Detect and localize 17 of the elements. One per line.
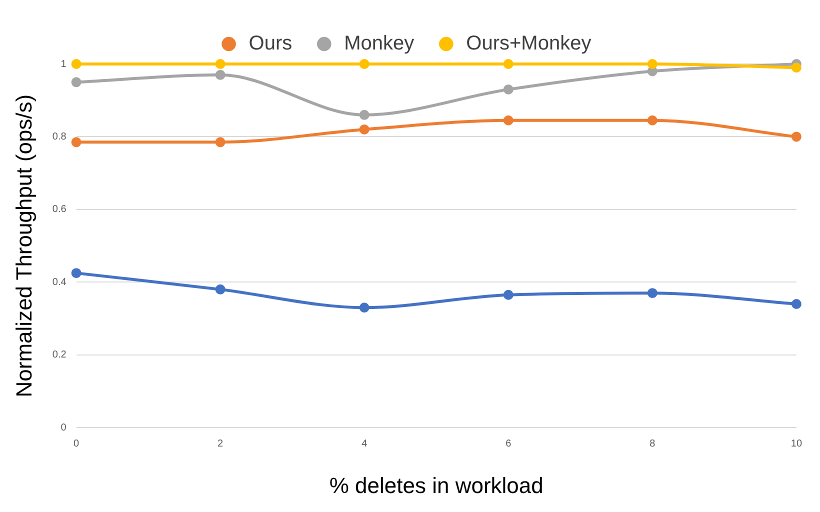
y-tick-label: 0.6 xyxy=(52,204,67,216)
y-tick-label: 0.8 xyxy=(52,131,67,142)
y-axis-title: Normalized Throughput (ops/s) xyxy=(11,94,36,398)
x-tick-label: 0 xyxy=(74,438,80,450)
legend-label: Ours xyxy=(248,32,292,55)
x-tick-label: 4 xyxy=(362,438,368,450)
x-tick-label: 2 xyxy=(218,438,224,450)
legend-label: Ours+Monkey xyxy=(466,32,592,55)
y-tick-label: 0.4 xyxy=(52,276,67,288)
y-tick-label: 0 xyxy=(60,422,67,434)
y-tick-label: 0.2 xyxy=(52,350,67,361)
legend-label: Monkey xyxy=(344,32,414,55)
y-tick-label: 1 xyxy=(60,58,67,70)
x-tick-label: 8 xyxy=(650,438,656,450)
x-axis-title: % deletes in workload xyxy=(329,472,544,498)
x-tick-label: 6 xyxy=(506,438,512,450)
x-tick-label: 10 xyxy=(790,438,802,450)
